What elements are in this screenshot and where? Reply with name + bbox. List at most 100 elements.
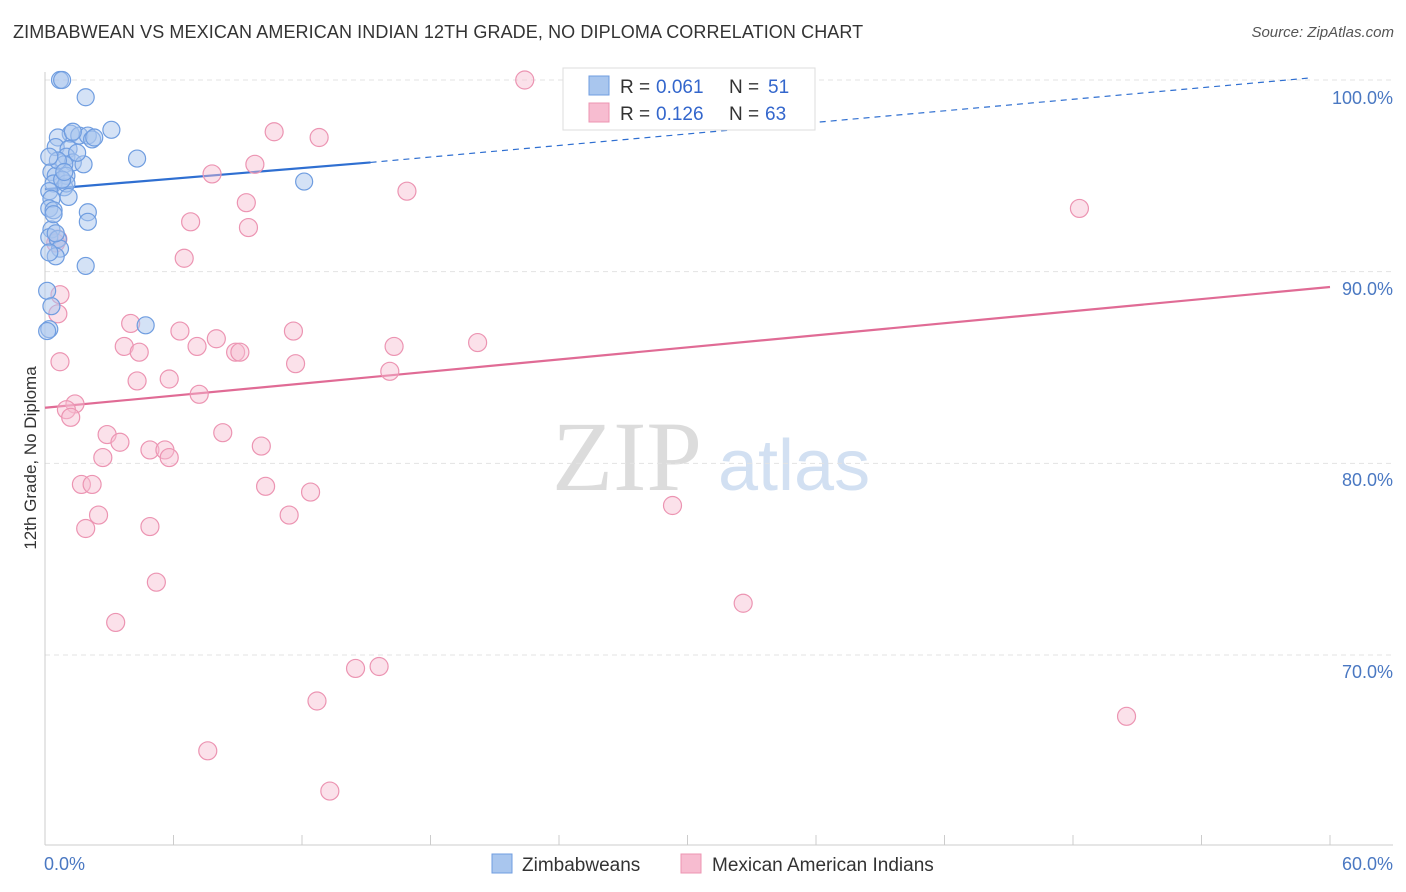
legend-swatch-mexican-american-indians: [588, 102, 610, 123]
y-tick-label-90: 90.0%: [1342, 279, 1393, 299]
point-mexican-american-indians-44: [93, 447, 113, 468]
point-zimbabweans-35: [76, 256, 95, 276]
trend-line-zimbabweans-extension: [370, 77, 1309, 164]
watermark-atlas: atlas: [718, 426, 870, 506]
point-mexican-american-indians-6: [202, 164, 222, 184]
y-axis-label: 12th Grade, No Diploma: [21, 366, 40, 550]
point-mexican-american-indians-50: [88, 505, 109, 525]
bottom-legend-swatch-mexican-american-indians: [680, 853, 702, 874]
legend-n-value-2: 63: [765, 104, 786, 125]
point-mexican-american-indians-27: [230, 342, 250, 362]
point-zimbabweans-50: [85, 128, 104, 147]
point-mexican-american-indians-21: [468, 332, 488, 353]
point-mexican-american-indians-9: [1069, 198, 1090, 219]
stats-legend: R = 0.061 N = 51 R = 0.126 N = 63: [562, 67, 816, 131]
point-zimbabweans-29: [78, 212, 97, 231]
point-zimbabweans-41: [40, 243, 59, 262]
point-mexican-american-indians-47: [255, 476, 276, 496]
point-mexican-american-indians-24: [384, 336, 404, 357]
point-mexican-american-indians-20: [206, 329, 226, 349]
point-mexican-american-indians-26: [226, 342, 246, 362]
point-mexican-american-indians-5: [245, 154, 265, 174]
point-mexican-american-indians-54: [146, 572, 166, 592]
point-mexican-american-indians-62: [320, 781, 340, 801]
point-mexican-american-indians-4: [309, 127, 329, 148]
point-mexican-american-indians-58: [369, 656, 389, 677]
point-mexican-american-indians-51: [279, 505, 299, 525]
point-zimbabweans-49: [55, 162, 74, 182]
point-zimbabweans-11: [127, 149, 147, 168]
point-mexican-american-indians-25: [129, 342, 149, 362]
point-mexican-american-indians-10: [181, 212, 201, 232]
bottom-legend-swatch-zimbabweans: [491, 853, 513, 874]
point-mexican-american-indians-19: [283, 321, 304, 341]
watermark-zip: ZIP: [552, 401, 702, 512]
source-label: Source: ZipAtlas.com: [1251, 24, 1394, 41]
point-mexican-american-indians-43: [159, 447, 179, 468]
point-zimbabweans-44: [68, 143, 87, 162]
point-zimbabweans-46: [63, 122, 82, 141]
point-mexican-american-indians-3: [264, 122, 284, 142]
point-mexican-american-indians-45: [71, 474, 92, 495]
point-mexican-american-indians-59: [307, 691, 327, 711]
point-zimbabweans-48: [46, 224, 65, 243]
y-tick-label-100: 100.0%: [1332, 88, 1393, 108]
point-zimbabweans-2: [76, 88, 95, 107]
point-mexican-american-indians-57: [345, 658, 366, 679]
x-axis-ticks: [44, 835, 1331, 845]
point-mexican-american-indians-8: [236, 193, 256, 213]
x-tick-label-60: 60.0%: [1342, 854, 1393, 874]
point-mexican-american-indians-61: [198, 741, 218, 761]
point-mexican-american-indians-49: [662, 495, 683, 516]
legend-n-label-1: N =: [729, 77, 759, 98]
trend-lines: [44, 77, 1331, 409]
bottom-legend-label-mexican-american-indians: Mexican American Indians: [712, 855, 934, 876]
series-legend: Zimbabweans Mexican American Indians: [491, 853, 934, 876]
point-mexican-american-indians-29: [285, 354, 306, 374]
x-tick-label-0: 0.0%: [44, 854, 85, 874]
point-mexican-american-indians-53: [140, 516, 160, 537]
point-zimbabweans-36: [38, 281, 57, 300]
point-zimbabweans-19: [295, 172, 314, 191]
legend-r-label-2: R =: [620, 104, 650, 125]
bottom-legend-label-zimbabweans: Zimbabweans: [522, 855, 640, 876]
legend-r-value-2: 0.126: [656, 104, 704, 125]
legend-swatch-zimbabweans: [588, 75, 610, 96]
point-mexican-american-indians-52: [76, 518, 96, 539]
point-mexican-american-indians-39: [110, 432, 130, 452]
point-mexican-american-indians-28: [50, 352, 70, 372]
chart-title: ZIMBABWEAN VS MEXICAN AMERICAN INDIAN 12…: [13, 22, 864, 42]
point-mexican-american-indians-46: [82, 474, 102, 495]
legend-n-value-1: 51: [768, 77, 789, 98]
point-zimbabweans-3: [102, 120, 121, 139]
point-mexican-american-indians-18: [170, 321, 190, 341]
point-mexican-american-indians-33: [189, 384, 209, 404]
point-mexican-american-indians-56: [106, 612, 126, 633]
point-mexican-american-indians-23: [187, 336, 207, 357]
point-mexican-american-indians-12: [174, 248, 194, 268]
trend-line-zimbabweans: [44, 161, 371, 191]
point-zimbabweans-40: [38, 321, 57, 341]
point-zimbabweans-43: [44, 205, 63, 224]
point-zimbabweans-47: [40, 147, 59, 166]
point-zimbabweans-1: [53, 70, 72, 90]
point-mexican-american-indians-38: [213, 423, 233, 443]
point-mexican-american-indians-32: [159, 369, 179, 389]
y-tick-label-70: 70.0%: [1342, 662, 1393, 682]
series-zimbabweans: [38, 70, 314, 341]
point-mexican-american-indians-60: [1116, 706, 1137, 726]
point-zimbabweans-37: [42, 297, 61, 316]
point-mexican-american-indians-40: [251, 436, 271, 456]
point-mexican-american-indians-48: [300, 482, 321, 502]
point-mexican-american-indians-30: [380, 361, 400, 381]
point-zimbabweans-25: [59, 187, 78, 207]
point-zimbabweans-38: [136, 316, 155, 335]
point-mexican-american-indians-55: [733, 593, 753, 613]
legend-n-label-2: N =: [729, 104, 759, 125]
point-mexican-american-indians-41: [140, 440, 160, 460]
point-mexican-american-indians-0: [515, 70, 535, 90]
y-tick-label-80: 80.0%: [1342, 470, 1393, 490]
point-mexican-american-indians-22: [114, 336, 134, 357]
point-mexican-american-indians-11: [238, 217, 259, 238]
